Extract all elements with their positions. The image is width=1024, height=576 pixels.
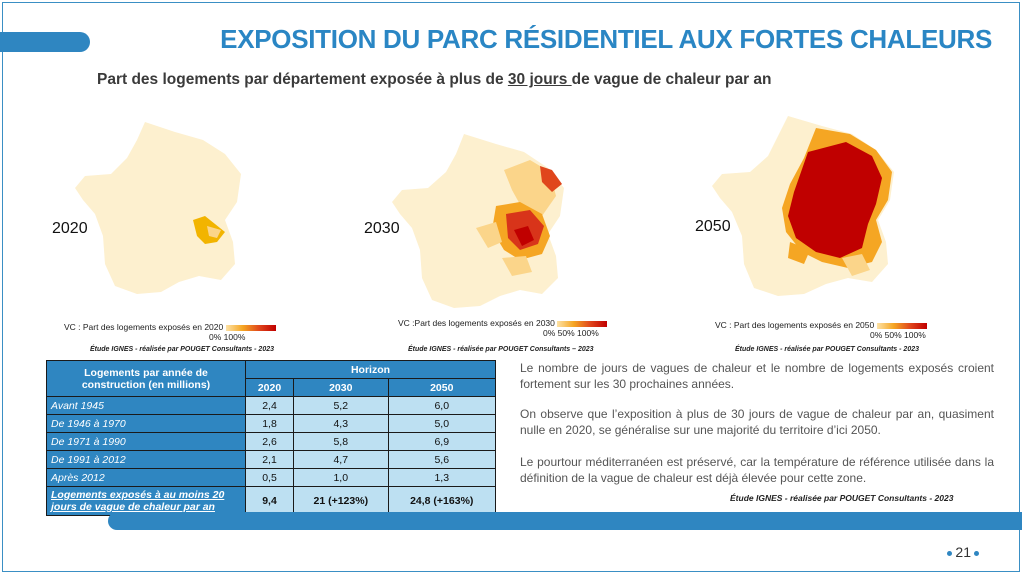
table-row: Avant 1945 2,4 5,2 6,0 [46, 396, 496, 415]
year-label-2030: 2030 [364, 220, 400, 237]
study-credit: Étude IGNES - réalisée par POUGET Consul… [730, 493, 954, 503]
table-cell: 6,9 [387, 432, 496, 451]
dot-icon [974, 550, 979, 556]
row-label: Après 2012 [46, 468, 246, 487]
table-subheader-row: 2020 2030 2050 [47, 378, 496, 397]
dot-icon [947, 550, 953, 556]
total-cell: 24,8 (+163%) [387, 486, 496, 516]
footer-bar [108, 512, 1022, 530]
paragraph-2: On observe que l’exposition à plus de 30… [520, 407, 994, 437]
total-cell: 9,4 [244, 486, 295, 516]
table-cell: 1,3 [387, 468, 496, 487]
map-france-2030 [392, 134, 564, 308]
legend-ticks-2020: 0% 100% [209, 332, 246, 342]
row-label: Avant 1945 [46, 396, 246, 415]
table-cell: 5,0 [387, 414, 496, 433]
legend-label-2030: VC :Part des logements exposés en 2030 [398, 318, 555, 328]
map-credit-2050: Étude IGNES - réalisée par POUGET Consul… [735, 346, 919, 353]
table-cell: 5,2 [293, 396, 389, 415]
table-header-row: Logements par année de construction (en … [46, 360, 496, 397]
subtitle-underlined: 30 jours [507, 71, 572, 88]
map-credit-2030: Étude IGNES - réalisée par POUGET Consul… [408, 346, 594, 353]
year-label-2050: 2050 [695, 218, 731, 235]
subtitle-end: de vague de chaleur par an [571, 71, 772, 88]
legend-gradient-2050 [876, 322, 927, 329]
page-number-value: 21 [955, 544, 971, 560]
housing-table: Logements par année de construction (en … [46, 360, 496, 516]
legend-label-2020: VC : Part des logements exposés en 2020 [64, 322, 224, 332]
table-column-header: 2030 [293, 378, 389, 397]
page-subtitle: Part des logements par département expos… [97, 71, 772, 89]
table-column-header: 2020 [244, 378, 295, 397]
table-row: De 1971 à 1990 2,6 5,8 6,9 [46, 432, 496, 451]
legend-2030: VC :Part des logements exposés en 2030 0… [398, 318, 628, 338]
table-row-header: Logements par année de construction (en … [46, 360, 246, 397]
table-group-header: Horizon [245, 360, 496, 379]
row-label: De 1946 à 1970 [46, 414, 246, 433]
page-title: EXPOSITION DU PARC RÉSIDENTIEL AUX FORTE… [220, 24, 992, 54]
table-cell: 4,3 [293, 414, 389, 433]
table-cell: 2,6 [244, 432, 295, 451]
table-row: Après 2012 0,5 1,0 1,3 [46, 468, 496, 487]
table-cell: 6,0 [387, 396, 496, 415]
year-label-2020: 2020 [52, 220, 88, 237]
legend-ticks-2050: 0% 50% 100% [870, 330, 926, 340]
table-cell: 1,8 [244, 414, 295, 433]
page-number: 21 [944, 544, 982, 560]
legend-2020: VC : Part des logements exposés en 2020 … [64, 322, 279, 342]
paragraph-3: Le pourtour méditerranéen est préservé, … [520, 455, 994, 485]
legend-2050: VC : Part des logements exposés en 2050 … [715, 320, 945, 340]
table-cell: 2,4 [244, 396, 295, 415]
table-cell: 0,5 [244, 468, 295, 487]
row-label: De 1991 à 2012 [46, 450, 246, 469]
total-cell: 21 (+123%) [293, 486, 389, 516]
map-france-2020 [75, 122, 241, 294]
table-cell: 5,6 [387, 450, 496, 469]
decorative-pill [0, 32, 90, 52]
legend-gradient-2030 [557, 320, 608, 327]
paragraph-1: Le nombre de jours de vagues de chaleur … [520, 361, 994, 391]
table-cell: 2,1 [244, 450, 295, 469]
map-credit-2020: Étude IGNES - réalisée par POUGET Consul… [90, 346, 274, 353]
legend-ticks-2030: 0% 50% 100% [543, 328, 599, 338]
subtitle-start: Part des logements par département expos… [97, 71, 508, 88]
table-total-row: Logements exposés à au moins 20 jours de… [46, 486, 496, 516]
table-row: De 1946 à 1970 1,8 4,3 5,0 [46, 414, 496, 433]
map-france-2050 [712, 116, 894, 296]
table-cell: 5,8 [293, 432, 389, 451]
row-label: De 1971 à 1990 [46, 432, 246, 451]
table-cell: 1,0 [293, 468, 389, 487]
table-row: De 1991 à 2012 2,1 4,7 5,6 [46, 450, 496, 469]
legend-gradient-2020 [225, 324, 276, 331]
legend-label-2050: VC : Part des logements exposés en 2050 [715, 320, 875, 330]
table-cell: 4,7 [293, 450, 389, 469]
table-column-header: 2050 [387, 378, 496, 397]
total-label: Logements exposés à au moins 20 jours de… [46, 486, 246, 516]
